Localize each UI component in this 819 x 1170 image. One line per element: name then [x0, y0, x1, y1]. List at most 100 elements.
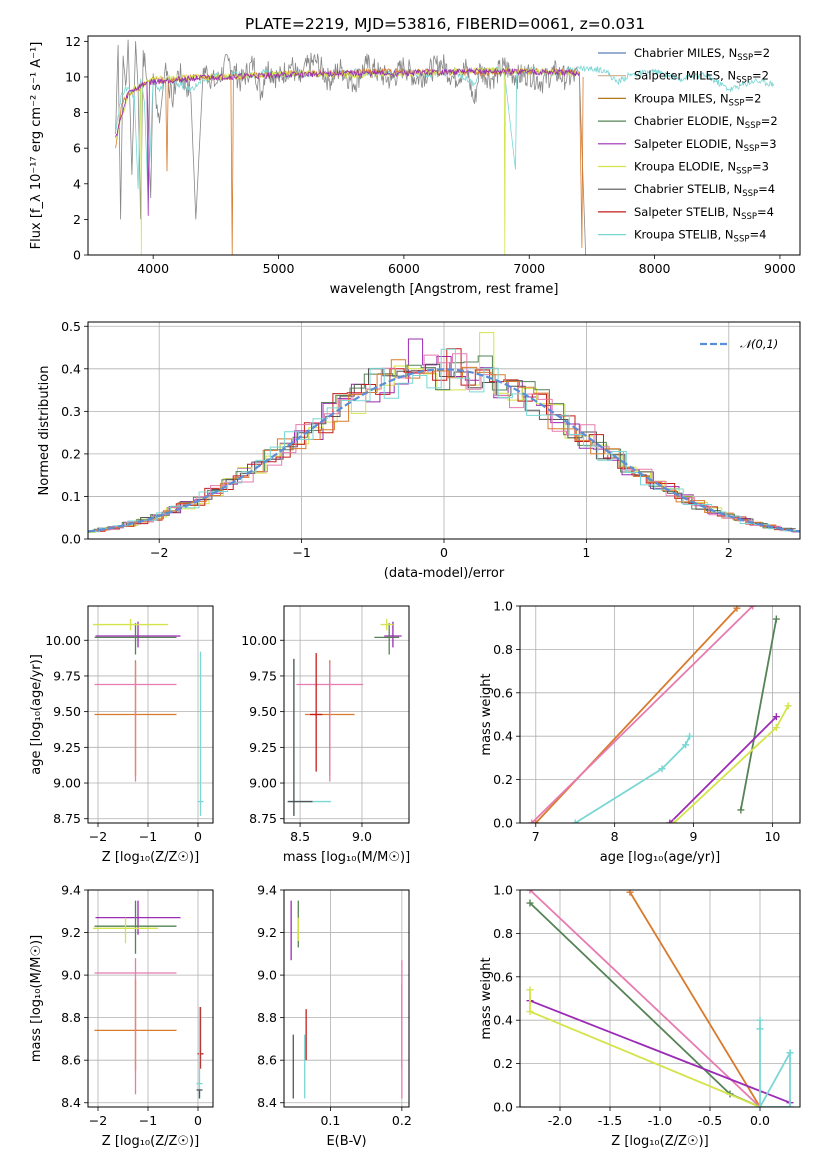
y-tick-label: 0.2: [493, 772, 513, 787]
axes-frame: [87, 321, 801, 540]
x-tick-label: -2.0: [548, 1113, 572, 1128]
y-axis-label: Normed distribution: [37, 366, 52, 496]
x-tick-label: -1.5: [598, 1113, 622, 1128]
y-tick-label: 0.4: [493, 729, 513, 744]
x-tick-label: 7000: [513, 261, 545, 276]
x-tick-label: 0: [194, 1113, 202, 1128]
y-tick-label: 9.25: [53, 740, 81, 755]
legend-entry: Kroupa MILES, NSSP=2: [634, 91, 761, 108]
x-tick-label: 0.1: [320, 1113, 340, 1128]
y-tick-label: 0.6: [493, 969, 513, 984]
x-tick-label: 8: [611, 829, 619, 844]
panel-age-vs-Z: −2 −1 0 8.75 9.00 9.25 9.50 9.75 10.00 Z [log₁₀(Z…: [29, 605, 214, 865]
y-tick-label: 8: [73, 105, 81, 120]
y-tick-label: 0: [73, 248, 81, 263]
data-marker: [682, 741, 690, 749]
y-tick-label: 8.4: [61, 1095, 81, 1110]
x-tick-label: 9: [690, 829, 698, 844]
y-tick-label: 9.50: [53, 704, 81, 719]
data-marker: [786, 1049, 794, 1057]
y-axis-label: age [log₁₀(age/yr)]: [29, 654, 44, 775]
weight-series-line: [535, 607, 738, 823]
histogram-series: [88, 353, 795, 532]
x-tick-label: −2: [89, 829, 107, 844]
legend-entry: 𝒩(0,1): [740, 337, 778, 351]
x-tick-label: 5000: [263, 261, 295, 276]
y-tick-label: 0.2: [493, 1056, 513, 1071]
y-tick-label: 0.8: [493, 642, 513, 657]
x-axis-label: Z [log₁₀(Z/Z☉)]: [102, 1134, 199, 1149]
data-marker: [658, 765, 666, 773]
y-tick-label: 9.4: [61, 883, 81, 898]
histogram-series: [95, 338, 800, 533]
data-marker: [756, 1025, 764, 1033]
data-marker: [686, 732, 694, 740]
y-tick-label: 0.6: [493, 685, 513, 700]
y-tick-label: 8.75: [53, 811, 81, 826]
data-marker: [526, 986, 534, 994]
y-tick-label: 9.2: [61, 925, 81, 940]
legend-entry: Salpeter MILES, NSSP=2: [634, 69, 769, 86]
spectrum-series-line: [115, 39, 586, 255]
x-tick-label: 1: [582, 545, 590, 560]
histogram-series: [88, 348, 798, 533]
panel-mass-vs-Z: −2 −1 0 8.4 8.6 8.8 9.0 9.2 9.4 Z [log₁₀(Z/Z☉)] ma…: [29, 883, 214, 1149]
y-axis-label: mass weight: [479, 957, 494, 1039]
x-axis-label: (data-model)/error: [384, 566, 505, 581]
y-tick-label: 8.6: [257, 1053, 277, 1068]
figure-title: PLATE=2219, MJD=53816, FIBERID=0061, z=0…: [245, 15, 645, 33]
x-tick-label: −1: [139, 1113, 157, 1128]
x-tick-label: -1.0: [648, 1113, 672, 1128]
data-marker: [571, 819, 579, 823]
y-tick-label: 9.4: [257, 883, 277, 898]
y-tick-label: 9.0: [257, 968, 277, 983]
panel-residuals: −2 −1 0 1 2 0.0 0.1 0.2 0.3 0.4 0.5 (data-model)/er…: [37, 319, 801, 581]
x-tick-label: 0: [194, 829, 202, 844]
x-tick-label: 7: [532, 829, 540, 844]
legend-entry: Chabrier ELODIE, NSSP=2: [634, 114, 778, 131]
plot-area: [93, 900, 204, 1099]
y-tick-label: 0.5: [61, 319, 81, 334]
histogram-series: [90, 348, 800, 532]
y-tick-label: 9.75: [53, 668, 81, 683]
y-tick-label: 8.8: [257, 1010, 277, 1025]
x-tick-label: −2: [89, 1113, 107, 1128]
legend-entry: Salpeter ELODIE, NSSP=3: [634, 137, 777, 154]
weight-series-line: [529, 890, 761, 1107]
data-marker: [749, 606, 757, 610]
data-marker: [772, 615, 780, 623]
data-marker: [786, 1103, 794, 1107]
axes-frame: [519, 605, 801, 824]
data-marker: [532, 819, 540, 823]
y-tick-label: 0.4: [493, 1013, 513, 1028]
x-axis-label: mass [log₁₀(M/M☉)]: [283, 850, 410, 865]
legend-entry: Chabrier MILES, NSSP=2: [634, 46, 770, 63]
spectrum-series-line: [115, 66, 580, 255]
data-marker: [670, 819, 678, 823]
y-tick-label: 9.00: [249, 776, 277, 791]
weight-series-line: [529, 999, 791, 1104]
x-tick-label: −1: [292, 545, 310, 560]
weight-series-line: [574, 735, 691, 823]
panel-age-vs-mass: 8.5 9.0 8.75 9.00 9.25 9.50 9.75 10.00 mass [log…: [241, 605, 410, 865]
x-tick-label: 9.0: [352, 829, 372, 844]
panel-weight-vs-Z: -2.0 -1.5 -1.0 -0.5 0.0 0.0 0.2 0.4 0.6 0.8 1.0 Z […: [479, 883, 801, 1149]
x-tick-label: 9000: [764, 261, 796, 276]
y-tick-label: 9.50: [249, 704, 277, 719]
y-tick-label: 9.25: [249, 740, 277, 755]
weight-series-line: [673, 705, 789, 823]
spectrum-series-line: [115, 67, 584, 255]
data-marker: [772, 724, 780, 732]
plot-area: [88, 332, 800, 533]
x-tick-label: 0.0: [750, 1113, 770, 1128]
legend-entry: Chabrier STELIB, NSSP=4: [634, 182, 775, 199]
gaussian-curve: [88, 368, 800, 533]
x-tick-label: 6000: [388, 261, 420, 276]
legend-entry: Kroupa ELODIE, NSSP=3: [634, 160, 769, 177]
x-tick-label: -0.5: [698, 1113, 722, 1128]
y-tick-label: 8.6: [61, 1053, 81, 1068]
x-axis-label: wavelength [Angstrom, rest frame]: [330, 282, 559, 297]
y-axis-label: mass weight: [479, 673, 494, 755]
x-axis-label: age [log₁₀(age/yr)]: [600, 850, 721, 865]
